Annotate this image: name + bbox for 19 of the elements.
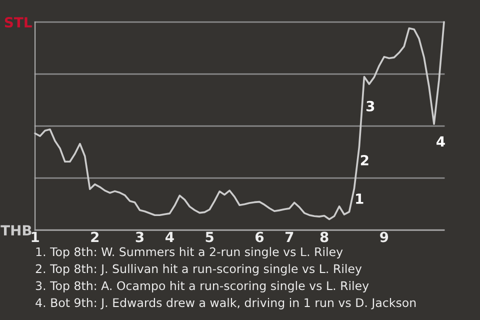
annotation: 1 (356, 194, 364, 204)
x-tick-label: 5 (206, 232, 214, 242)
x-tick-label: 6 (256, 232, 264, 242)
text: 4. Bot 9th: J. Edwards drew a walk, driving in 1 run vs D. Jackson (36, 298, 416, 310)
annotation: 4 (436, 136, 445, 147)
x-tick-label: 3 (136, 232, 144, 242)
x-tick-label: 4 (165, 232, 174, 242)
x-tick-label: 7 (285, 232, 294, 242)
ref-line-label: STL (4, 17, 32, 28)
text: 3. Top 8th: A. Ocampo hit a run-scoring single vs L. Riley (36, 281, 369, 292)
x-tick-label: 2 (91, 232, 99, 242)
text: 1. Top 8th: W. Summers hit a 2-run single vs L. Riley (36, 247, 343, 259)
annotation: 3 (366, 100, 374, 112)
annotation: 2 (360, 154, 368, 166)
ref-line-label: THB (0, 225, 32, 236)
x-tick-label: 9 (380, 232, 388, 242)
x-tick-label: 1 (32, 232, 39, 242)
text: 2. Top 8th: J. Sullivan hit a run-scoring single vs L. Riley (36, 264, 362, 276)
x-tick-label: 8 (320, 232, 328, 242)
